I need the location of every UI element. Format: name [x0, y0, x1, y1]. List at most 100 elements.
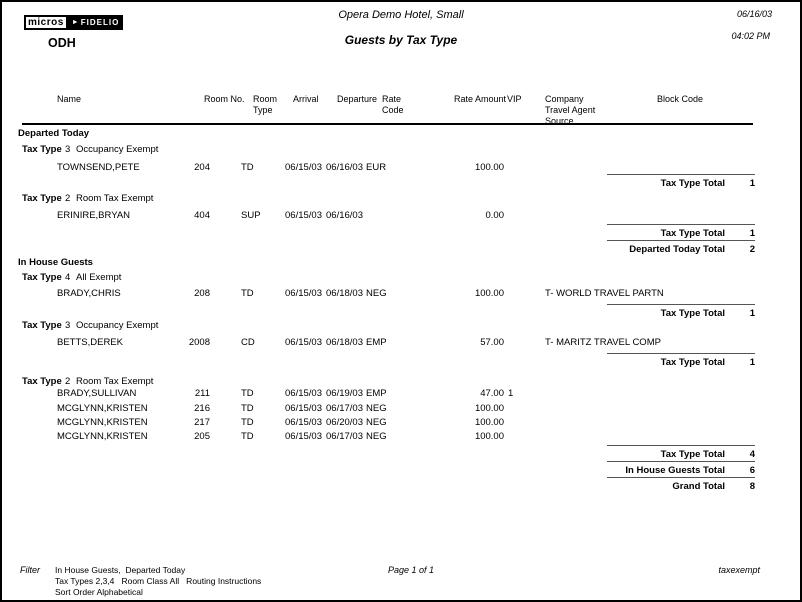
total-value: 4: [749, 449, 755, 460]
guest-room-type: TD: [241, 388, 254, 399]
filter-line-3: Sort Order Alphabetical: [55, 587, 143, 597]
total-label: Tax Type Total: [660, 308, 725, 319]
tax-type-label: Tax Type: [22, 320, 62, 331]
total-value: 1: [749, 357, 755, 368]
tax-type-header: Tax Type 2 Room Tax Exempt: [2, 193, 800, 206]
guest-name: BRADY,SULLIVAN: [57, 388, 137, 399]
guest-room-no: 2008: [188, 337, 210, 348]
tax-type-description: All Exempt: [76, 272, 122, 283]
total-value: 1: [749, 228, 755, 239]
tax-type-description: Occupancy Exempt: [76, 320, 159, 331]
guest-room-no: 211: [194, 388, 210, 399]
column-header-name: Name: [57, 94, 82, 104]
guest-name: MCGLYNN,KRISTEN: [57, 431, 148, 442]
column-header-block-code: Block Code: [657, 94, 704, 104]
total-label: Tax Type Total: [660, 449, 725, 460]
total-row: Tax Type Total 1: [607, 174, 755, 189]
guest-room-type: TD: [241, 162, 254, 173]
section-label: Departed Today: [18, 128, 90, 139]
guest-arrival: 06/15/03: [285, 431, 322, 442]
total-label: In House Guests Total: [625, 465, 725, 476]
report-date: 06/16/03: [736, 9, 772, 19]
guest-room-no: 217: [194, 417, 210, 428]
guest-rate-amount: 47.00: [480, 388, 504, 399]
guest-arrival: 06/15/03: [285, 288, 322, 299]
filter-line-2: Tax Types 2,3,4 Room Class All Routing I…: [55, 576, 262, 586]
guest-room-no: 216: [194, 403, 210, 414]
arrow-right-icon: ►: [71, 18, 80, 26]
column-header-room-type: Room: [253, 94, 278, 104]
guest-name: MCGLYNN,KRISTEN: [57, 403, 148, 414]
guest-row: BRADY,CHRIS 208 TD 06/15/03 06/18/03 NEG 100.0…: [2, 288, 800, 301]
tax-type-number: 2: [65, 193, 71, 204]
tax-type-number: 4: [65, 272, 71, 283]
tax-type-number: 2: [65, 376, 71, 387]
column-header-vip: VIP: [507, 94, 522, 104]
guest-room-no: 208: [194, 288, 210, 299]
guest-departure: 06/18/03: [326, 288, 363, 299]
guest-rate-amount: 0.00: [485, 210, 505, 221]
total-value: 2: [749, 244, 755, 255]
report-time: 04:02 PM: [731, 31, 770, 41]
guest-departure: 06/20/03: [326, 417, 363, 428]
total-row: Tax Type Total 4: [607, 445, 755, 460]
guest-rate-code: EUR: [366, 162, 387, 173]
guest-row: ERINIRE,BRYAN 404 SUP 06/15/03 06/16/03 0.00: [2, 210, 800, 223]
total-row: In House Guests Total 6: [607, 461, 755, 476]
tax-type-label: Tax Type: [22, 272, 62, 283]
guest-row: BETTS,DEREK 2008 CD 06/15/03 06/18/03 EMP 57.0…: [2, 337, 800, 350]
report-title: Opera Demo Hotel, Small: [338, 9, 464, 21]
guest-room-no: 404: [194, 210, 210, 221]
total-value: 6: [749, 465, 755, 476]
column-header-rule: [22, 123, 753, 125]
tax-type-header: Tax Type 2 Room Tax Exempt: [2, 376, 800, 389]
section-header: In House Guests: [2, 257, 800, 270]
tax-type-label: Tax Type: [22, 193, 62, 204]
total-label: Tax Type Total: [660, 178, 725, 189]
micros-fidelio-logo: micros ► FIDELIO: [24, 15, 124, 30]
guest-departure: 06/19/03: [326, 388, 363, 399]
guest-name: BETTS,DEREK: [57, 337, 123, 348]
guest-name: MCGLYNN,KRISTEN: [57, 417, 148, 428]
column-header-arrival: Arrival: [293, 94, 319, 104]
guest-departure: 06/16/03: [326, 162, 363, 173]
micros-logo-text: micros: [24, 15, 68, 30]
guest-row: MCGLYNN,KRISTEN 216 TD 06/15/03 06/17/03 NEG 1…: [2, 403, 800, 416]
guest-rate-amount: 100.00: [474, 431, 504, 442]
tax-type-number: 3: [65, 320, 71, 331]
guest-arrival: 06/15/03: [285, 388, 322, 399]
total-label: Departed Today Total: [629, 244, 725, 255]
tax-type-label: Tax Type: [22, 376, 62, 387]
guest-departure: 06/17/03: [326, 431, 363, 442]
total-row: Tax Type Total 1: [607, 224, 755, 239]
guest-rate-amount: 100.00: [474, 288, 504, 299]
column-header-rate-amount: Rate Amount: [454, 94, 507, 104]
guest-vip: 1: [508, 388, 514, 399]
guest-departure: 06/18/03: [326, 337, 363, 348]
guest-rate-code: NEG: [366, 431, 387, 442]
column-header-travel-agent: Travel Agent: [545, 105, 596, 115]
guest-name: TOWNSEND,PETE: [57, 162, 140, 173]
guest-rate-code: EMP: [366, 388, 387, 399]
guest-room-type: CD: [241, 337, 255, 348]
tax-type-header: Tax Type 3 Occupancy Exempt: [2, 320, 800, 333]
report-subtitle: Guests by Tax Type: [344, 33, 458, 47]
guest-rate-code: NEG: [366, 288, 387, 299]
tax-type-label: Tax Type: [22, 144, 62, 155]
guest-departure: 06/16/03: [326, 210, 363, 221]
filter-label: Filter: [20, 565, 40, 575]
guest-room-type: TD: [241, 417, 254, 428]
guest-rate-amount: 57.00: [480, 337, 504, 348]
total-value: 1: [749, 308, 755, 319]
guest-arrival: 06/15/03: [285, 403, 322, 414]
column-header-source: Source: [545, 116, 574, 126]
report-code: taxexempt: [718, 565, 760, 575]
guest-rate-amount: 100.00: [474, 417, 504, 428]
tax-type-description: Occupancy Exempt: [76, 144, 159, 155]
guest-arrival: 06/15/03: [285, 337, 322, 348]
guest-row: TOWNSEND,PETE 204 TD 06/15/03 06/16/03 EUR 100…: [2, 162, 800, 175]
column-header-room-no: Room No.: [204, 94, 245, 104]
guest-departure: 06/17/03: [326, 403, 363, 414]
column-header-room-type-line2: Type: [253, 105, 273, 115]
